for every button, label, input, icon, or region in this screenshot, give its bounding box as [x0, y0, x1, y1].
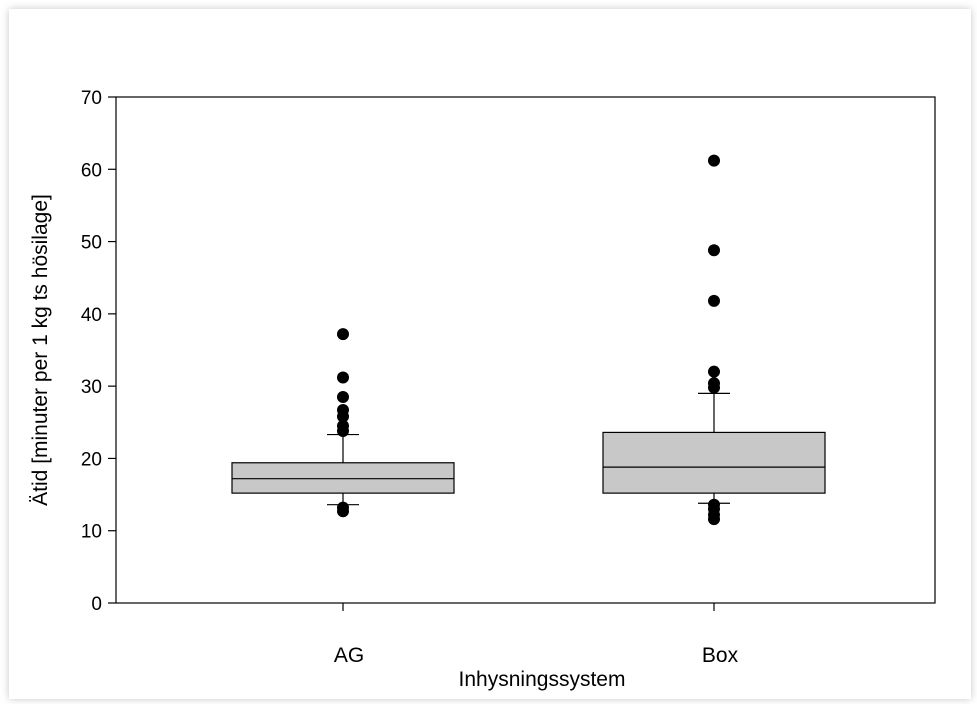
x-axis: AG Box: [334, 603, 739, 667]
outlier-point: [708, 244, 720, 257]
x-tick-label: Box: [702, 644, 739, 667]
outlier-point: [337, 419, 349, 432]
y-tick-label: 50: [81, 233, 102, 254]
boxes-layer: [231, 154, 826, 526]
plot-area-border: [115, 96, 936, 604]
interquartile-box: [602, 431, 826, 494]
outlier-point: [337, 371, 349, 384]
y-tick-label: 60: [81, 160, 102, 181]
outlier-point: [708, 377, 720, 390]
outlier-point: [708, 294, 720, 307]
outlier-point: [708, 154, 720, 167]
outlier-point: [337, 328, 349, 341]
outlier-point: [708, 365, 720, 378]
outlier-point: [708, 498, 720, 511]
y-tick-label: 40: [81, 305, 102, 326]
box-box: [602, 154, 826, 526]
y-tick-label: 30: [81, 377, 102, 398]
outlier-point: [337, 501, 349, 514]
y-axis: 0 10 20 30 40 50 60 70: [81, 88, 116, 615]
outlier-point: [337, 390, 349, 403]
box-ag: [231, 328, 455, 518]
y-tick-label: 10: [81, 522, 102, 543]
outlier-point: [337, 403, 349, 416]
y-tick-label: 20: [81, 449, 102, 470]
y-tick-label: 70: [81, 88, 102, 109]
interquartile-box: [231, 462, 455, 494]
chart-card: [9, 9, 971, 699]
y-axis-title: Ätid [minuter per 1 kg ts hösilage]: [29, 194, 52, 506]
x-axis-title: Inhysningssystem: [459, 668, 626, 691]
x-tick-label: AG: [334, 644, 364, 667]
y-tick-label: 0: [91, 594, 102, 615]
